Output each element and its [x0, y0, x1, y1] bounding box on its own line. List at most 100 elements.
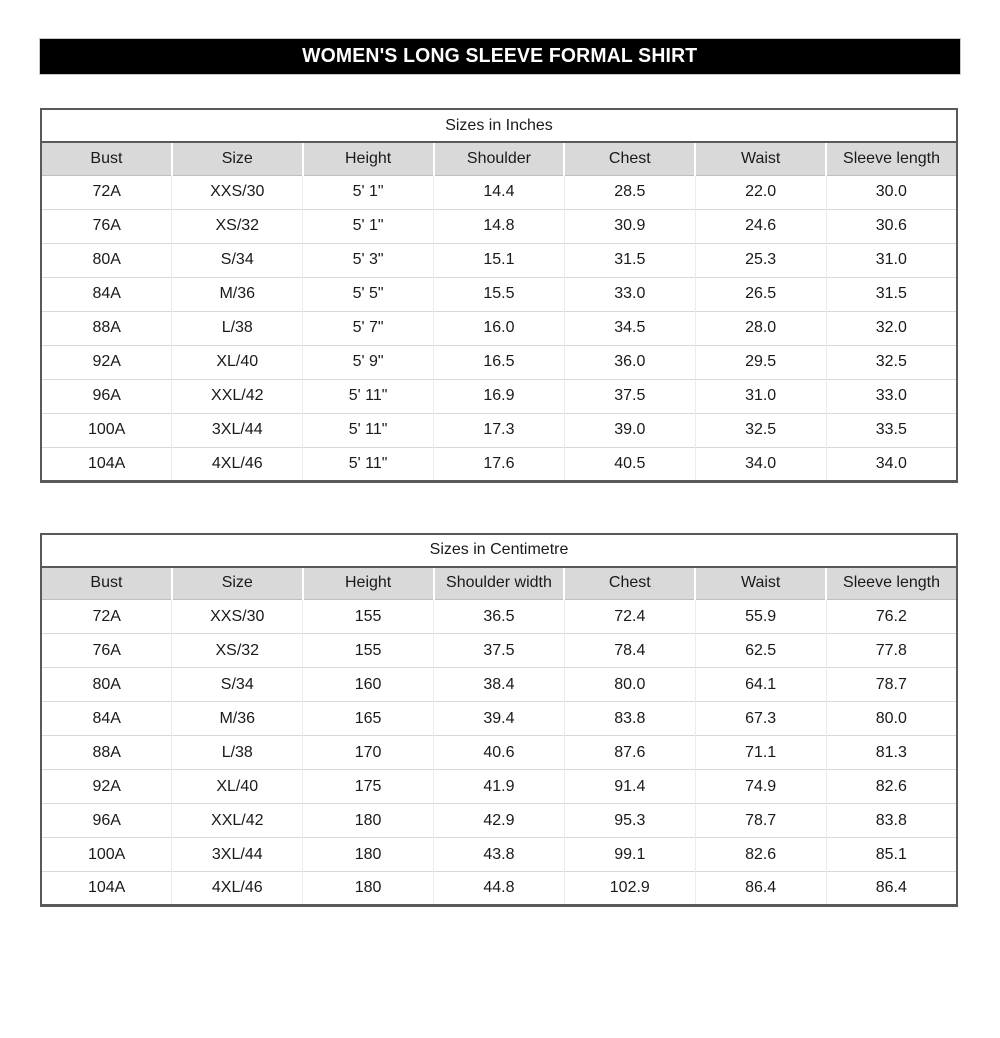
table-cell: 88A [41, 310, 172, 345]
table-cell: 36.5 [433, 599, 565, 634]
table-cell: 82.6 [694, 837, 827, 872]
table-cell: XS/32 [171, 208, 303, 243]
table-cell: 32.0 [825, 310, 957, 345]
table-cell: 4XL/46 [171, 446, 303, 481]
table-row: 104A 4XL/46 5' 11" 17.6 40.5 34.0 34.0 [41, 446, 957, 481]
column-header: Shoulder width [432, 566, 565, 600]
table-cell: 14.8 [433, 208, 565, 243]
table-cell: 43.8 [433, 837, 565, 872]
table-row: 92A XL/40 175 41.9 91.4 74.9 82.6 [41, 769, 957, 804]
table-cell: 165 [302, 701, 434, 736]
table-cell: 17.6 [433, 446, 565, 481]
table-cell: 5' 9" [302, 344, 434, 379]
table-cell: 33.0 [825, 378, 957, 413]
table-cell: 82.6 [825, 769, 957, 804]
table-cell: 62.5 [694, 633, 827, 668]
table-cell: 14.4 [433, 175, 565, 209]
table-cell: 3XL/44 [171, 412, 303, 447]
table-cell: 40.5 [563, 446, 696, 481]
table-cell: 104A [41, 446, 172, 481]
table-cell: 5' 1" [302, 208, 434, 243]
table-cell: XXL/42 [171, 378, 303, 413]
table-cell: 16.0 [433, 310, 565, 345]
table-cell: 33.5 [825, 412, 957, 447]
column-header: Chest [563, 142, 696, 176]
table-cell: 86.4 [694, 871, 827, 906]
table-cell: 155 [302, 599, 434, 634]
table-cell: 80A [41, 242, 172, 277]
column-header: Shoulder [432, 142, 565, 176]
table-cell: 180 [302, 803, 434, 838]
table-cell: L/38 [171, 310, 303, 345]
table-cell: 30.6 [825, 208, 957, 243]
table-row: 100A 3XL/44 180 43.8 99.1 82.6 85.1 [41, 837, 957, 872]
table-cell: 34.0 [825, 446, 957, 481]
table-row: 84A M/36 165 39.4 83.8 67.3 80.0 [41, 701, 957, 736]
table-cell: 84A [41, 276, 172, 311]
column-header: Sleeve length [825, 142, 957, 176]
table-cell: 29.5 [694, 344, 827, 379]
title-banner: WOMEN'S LONG SLEEVE FORMAL SHIRT [39, 38, 961, 75]
table-cell: 39.4 [433, 701, 565, 736]
table-cell: 83.8 [563, 701, 696, 736]
size-table-inches: Sizes in Inches Bust Size Height Shoulder Ch… [40, 108, 958, 483]
table-cell: 3XL/44 [171, 837, 303, 872]
table-cell: 32.5 [694, 412, 827, 447]
table-cell: 72A [41, 175, 172, 209]
table-cell: M/36 [171, 276, 303, 311]
table-cell: 30.9 [563, 208, 696, 243]
table-cell: S/34 [171, 242, 303, 277]
table-cell: 67.3 [694, 701, 827, 736]
table-cell: L/38 [171, 735, 303, 770]
table-cell: 88A [41, 735, 172, 770]
table-cell: 32.5 [825, 344, 957, 379]
table-cell: 37.5 [563, 378, 696, 413]
table-row: 92A XL/40 5' 9" 16.5 36.0 29.5 32.5 [41, 344, 957, 379]
table-cell: 80A [41, 667, 172, 702]
table-cell: 100A [41, 412, 172, 447]
table-cell: 85.1 [825, 837, 957, 872]
table-cell: 37.5 [433, 633, 565, 668]
table-cell: 5' 11" [302, 412, 434, 447]
table-cell: 96A [41, 378, 172, 413]
table-cell: 84A [41, 701, 172, 736]
table-row: 96A XXL/42 180 42.9 95.3 78.7 83.8 [41, 803, 957, 838]
table-cell: 22.0 [694, 175, 827, 209]
table-title-row: Sizes in Centimetre [41, 533, 957, 568]
table-cell: 5' 11" [302, 378, 434, 413]
table-cell: 30.0 [825, 175, 957, 209]
table-row: 96A XXL/42 5' 11" 16.9 37.5 31.0 33.0 [41, 378, 957, 413]
table-cell: 86.4 [825, 871, 957, 906]
table-row: 72A XXS/30 155 36.5 72.4 55.9 76.2 [41, 599, 957, 634]
table-cell: M/36 [171, 701, 303, 736]
table-cell: 99.1 [563, 837, 696, 872]
table-cell: 28.5 [563, 175, 696, 209]
table-cell: 4XL/46 [171, 871, 303, 906]
table-cell: XXS/30 [171, 599, 303, 634]
table-cell: 155 [302, 633, 434, 668]
column-header: Height [301, 566, 434, 600]
table-cell: 96A [41, 803, 172, 838]
table-row: 88A L/38 170 40.6 87.6 71.1 81.3 [41, 735, 957, 770]
table-cell: XS/32 [171, 633, 303, 668]
table-cell: 42.9 [433, 803, 565, 838]
column-header: Sleeve length [825, 566, 957, 600]
table-row: 80A S/34 5' 3" 15.1 31.5 25.3 31.0 [41, 242, 957, 277]
table-cell: 100A [41, 837, 172, 872]
table-cell: 5' 1" [302, 175, 434, 209]
table-cell: 72A [41, 599, 172, 634]
table-cell: 80.0 [563, 667, 696, 702]
table-cell: 102.9 [563, 871, 696, 906]
table-cell: 87.6 [563, 735, 696, 770]
table-cell: 40.6 [433, 735, 565, 770]
table-cell: XL/40 [171, 344, 303, 379]
column-header: Waist [694, 566, 827, 600]
table-cell: 16.9 [433, 378, 565, 413]
table-cell: 28.0 [694, 310, 827, 345]
table-title: Sizes in Centimetre [41, 533, 957, 568]
table-cell: 175 [302, 769, 434, 804]
table-header-row: Bust Size Height Shoulder Chest Waist Sleeve l… [41, 142, 957, 176]
table-cell: 33.0 [563, 276, 696, 311]
table-row: 100A 3XL/44 5' 11" 17.3 39.0 32.5 33.5 [41, 412, 957, 447]
table-cell: 83.8 [825, 803, 957, 838]
